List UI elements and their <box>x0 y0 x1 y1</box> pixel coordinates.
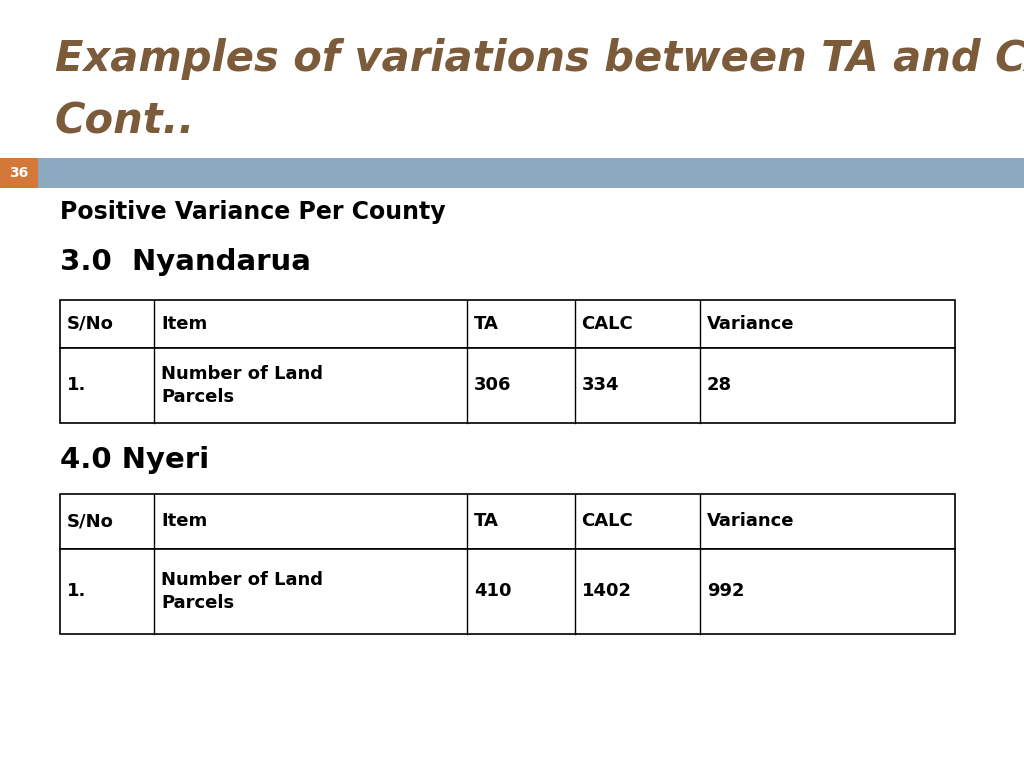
Text: 3.0  Nyandarua: 3.0 Nyandarua <box>60 248 311 276</box>
Text: 410: 410 <box>474 582 512 601</box>
Text: Cont..: Cont.. <box>55 100 196 142</box>
Text: TA: TA <box>474 512 499 531</box>
Text: Item: Item <box>161 512 207 531</box>
Text: Number of Land
Parcels: Number of Land Parcels <box>161 365 323 406</box>
Text: 1.: 1. <box>67 582 86 601</box>
Text: TA: TA <box>474 315 499 333</box>
Bar <box>60 300 955 348</box>
Text: Number of Land
Parcels: Number of Land Parcels <box>161 571 323 612</box>
Text: 4.0 Nyeri: 4.0 Nyeri <box>60 446 209 474</box>
Text: 36: 36 <box>9 166 29 180</box>
Text: 1.: 1. <box>67 376 86 395</box>
Text: 992: 992 <box>707 582 744 601</box>
Bar <box>0 158 38 188</box>
Text: CALC: CALC <box>582 512 634 531</box>
Text: 1402: 1402 <box>582 582 632 601</box>
Text: Variance: Variance <box>707 315 795 333</box>
Text: S/No: S/No <box>67 512 114 531</box>
Text: CALC: CALC <box>582 315 634 333</box>
Text: S/No: S/No <box>67 315 114 333</box>
Text: Variance: Variance <box>707 512 795 531</box>
Text: 28: 28 <box>707 376 732 395</box>
Bar <box>60 494 955 549</box>
Text: Positive Variance Per County: Positive Variance Per County <box>60 200 445 224</box>
Text: 306: 306 <box>474 376 512 395</box>
Bar <box>60 348 955 423</box>
Bar <box>38 158 1024 188</box>
Text: Item: Item <box>161 315 207 333</box>
Bar <box>60 549 955 634</box>
Text: 334: 334 <box>582 376 620 395</box>
Text: Examples of variations between TA and CALC: Examples of variations between TA and CA… <box>55 38 1024 80</box>
